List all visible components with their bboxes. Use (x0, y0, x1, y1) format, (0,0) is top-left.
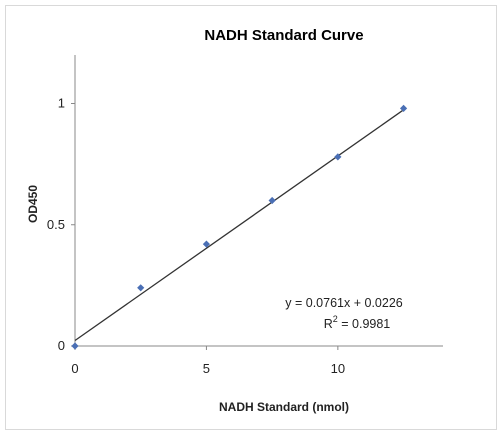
x-tick-label: 10 (331, 361, 345, 376)
r-squared-exponent: 2 (333, 314, 338, 324)
data-point (137, 284, 145, 292)
chart-title: NADH Standard Curve (204, 27, 363, 44)
data-point (334, 153, 342, 161)
r-squared: R2 = 0.9981 (324, 314, 391, 331)
x-axis-title: NADH Standard (nmol) (219, 400, 349, 414)
r-squared-label: R (324, 317, 333, 331)
data-point (268, 196, 276, 205)
y-tick-label: 0.5 (47, 217, 65, 232)
trendline (74, 109, 404, 342)
x-axis-ticks: 0 5 10 (71, 346, 345, 376)
data-point (71, 342, 79, 350)
x-tick-label: 5 (203, 361, 210, 376)
r-squared-value: = 0.9981 (338, 317, 391, 331)
data-point (399, 104, 408, 112)
y-tick-label: 1 (58, 96, 65, 111)
x-tick-label: 0 (71, 361, 78, 376)
data-points (71, 104, 408, 350)
y-axis-ticks: 00.51 (47, 96, 75, 353)
y-axis-title: OD450 (26, 185, 40, 223)
trend-equation: y = 0.0761x + 0.0226 (285, 296, 403, 310)
y-tick-label: 0 (58, 338, 65, 353)
data-point (202, 240, 211, 248)
